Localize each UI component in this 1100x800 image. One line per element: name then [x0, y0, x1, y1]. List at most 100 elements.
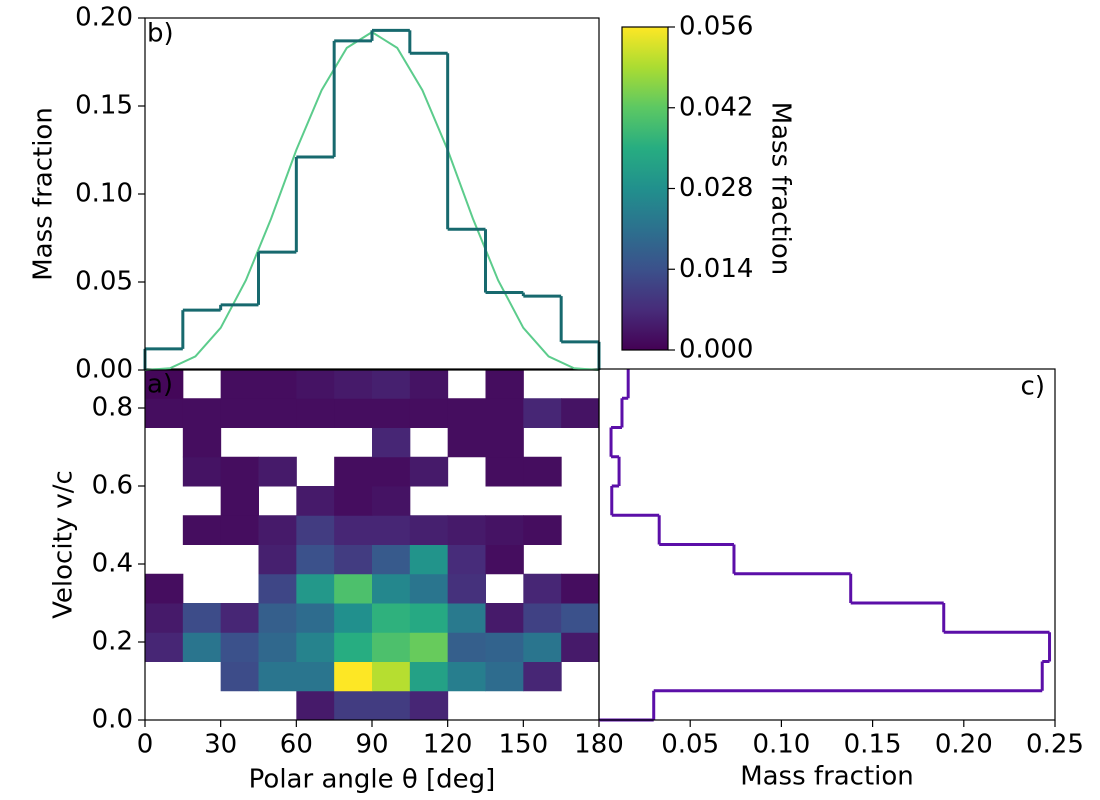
heatmap-cell	[485, 369, 524, 399]
heatmap-cell	[145, 632, 184, 662]
y-tick-label: 0.20	[75, 3, 133, 33]
y-tick-label: 0.00	[75, 355, 133, 385]
heatmap-cell	[334, 603, 373, 633]
heatmap-cell	[485, 632, 524, 662]
y-tick-label: 0.8	[92, 393, 133, 423]
heatmap-cell	[258, 369, 297, 399]
heatmap-cell	[372, 486, 411, 516]
heatmap-cell	[561, 632, 600, 662]
x-tick-label: 0.10	[752, 730, 810, 760]
heatmap-cell	[296, 544, 335, 575]
heatmap-cell	[220, 369, 259, 399]
heatmap-cell	[523, 632, 562, 662]
heatmap-cell	[372, 369, 411, 399]
y-axis-label: Velocity v/c	[49, 470, 79, 619]
x-tick-label: 150	[499, 730, 549, 760]
heatmap-cell	[372, 398, 411, 428]
heatmap-cell	[561, 398, 600, 428]
heatmap-cell	[523, 515, 562, 545]
heatmap-cell	[220, 486, 259, 516]
heatmap-cell	[334, 632, 373, 662]
x-tick-label: 0.15	[844, 730, 902, 760]
heatmap-cell	[372, 632, 411, 662]
heatmap-cell	[372, 544, 411, 575]
axes-frame	[598, 368, 1056, 721]
colorbar-tick-label: 0.056	[679, 12, 753, 42]
heatmap-cell	[258, 456, 297, 487]
heatmap-cell	[296, 573, 335, 604]
heatmap-cell	[145, 369, 184, 399]
heatmap-cell	[258, 515, 297, 545]
heatmap-cell	[334, 369, 373, 399]
axes-frame	[144, 17, 600, 371]
heatmap-cell	[447, 573, 486, 604]
panel-label: c)	[1021, 372, 1045, 402]
heatmap-cell	[485, 515, 524, 545]
heatmap-cell	[372, 515, 411, 545]
heatmap-cell	[334, 398, 373, 428]
colorbar	[621, 26, 669, 351]
x-tick-label: 0.25	[1026, 730, 1084, 760]
y-tick-label: 0.2	[92, 627, 133, 657]
heatmap-cell	[447, 661, 486, 692]
heatmap-cell	[409, 398, 449, 428]
x-tick-label: 90	[355, 730, 388, 760]
y-axis-label: Mass fraction	[29, 107, 59, 281]
heatmap-cell	[447, 398, 486, 428]
heatmap-cell	[372, 690, 411, 721]
heatmap-cell	[485, 544, 524, 575]
x-tick-label: 120	[423, 730, 473, 760]
y-tick-label: 0.10	[75, 179, 133, 209]
heatmap-cell	[523, 573, 562, 604]
heatmap-cell	[182, 456, 222, 487]
heatmap-cell	[145, 603, 184, 633]
x-tick-label: 0.05	[661, 730, 719, 760]
heatmap-cell	[296, 515, 335, 545]
heatmap-cell	[523, 456, 562, 487]
heatmap-cell	[409, 456, 449, 487]
x-tick-label: 180	[574, 730, 624, 760]
heatmap-cell	[334, 661, 373, 692]
heatmap-cell	[447, 603, 486, 633]
heatmap-cell	[561, 573, 600, 604]
colorbar-label: Mass fraction	[766, 102, 796, 276]
x-tick-label: 30	[204, 730, 237, 760]
y-tick-label: 0.0	[92, 705, 133, 735]
heatmap-cell	[258, 544, 297, 575]
heatmap-cell	[296, 661, 335, 692]
heatmap-cell	[334, 690, 373, 721]
x-tick-label: 0.20	[935, 730, 993, 760]
heatmap-cell	[409, 603, 449, 633]
heatmap-cell	[296, 486, 335, 516]
heatmap-cell	[220, 603, 259, 633]
heatmap-cell	[372, 573, 411, 604]
heatmap-cell	[334, 456, 373, 487]
heatmap-cell	[296, 603, 335, 633]
heatmap-cell	[447, 427, 486, 458]
heatmap-cell	[220, 632, 259, 662]
heatmap-cell	[182, 632, 222, 662]
colorbar-tick-label: 0.000	[679, 335, 753, 365]
y-tick-label: 0.4	[92, 549, 133, 579]
heatmap-cell	[182, 398, 222, 428]
heatmap-cell	[409, 369, 449, 399]
heatmap-cell	[447, 544, 486, 575]
heatmap-cell	[485, 661, 524, 692]
fit-curve	[144, 30, 600, 371]
x-tick-label: 0	[137, 730, 154, 760]
heatmap-cell	[145, 398, 184, 428]
heatmap-cell	[485, 427, 524, 458]
heatmap-cell	[447, 632, 486, 662]
heatmap-cell	[409, 690, 449, 721]
heatmap-cell	[296, 369, 335, 399]
heatmap-cell	[145, 573, 184, 604]
heatmap-cell	[334, 486, 373, 516]
heatmap-cell	[182, 427, 222, 458]
heatmap-cell	[485, 456, 524, 487]
panel-label: a)	[147, 370, 173, 400]
colorbar-tick-label: 0.028	[679, 173, 753, 203]
heatmap-cell	[409, 661, 449, 692]
heatmap-cell	[334, 544, 373, 575]
y-tick-label: 0.6	[92, 471, 133, 501]
